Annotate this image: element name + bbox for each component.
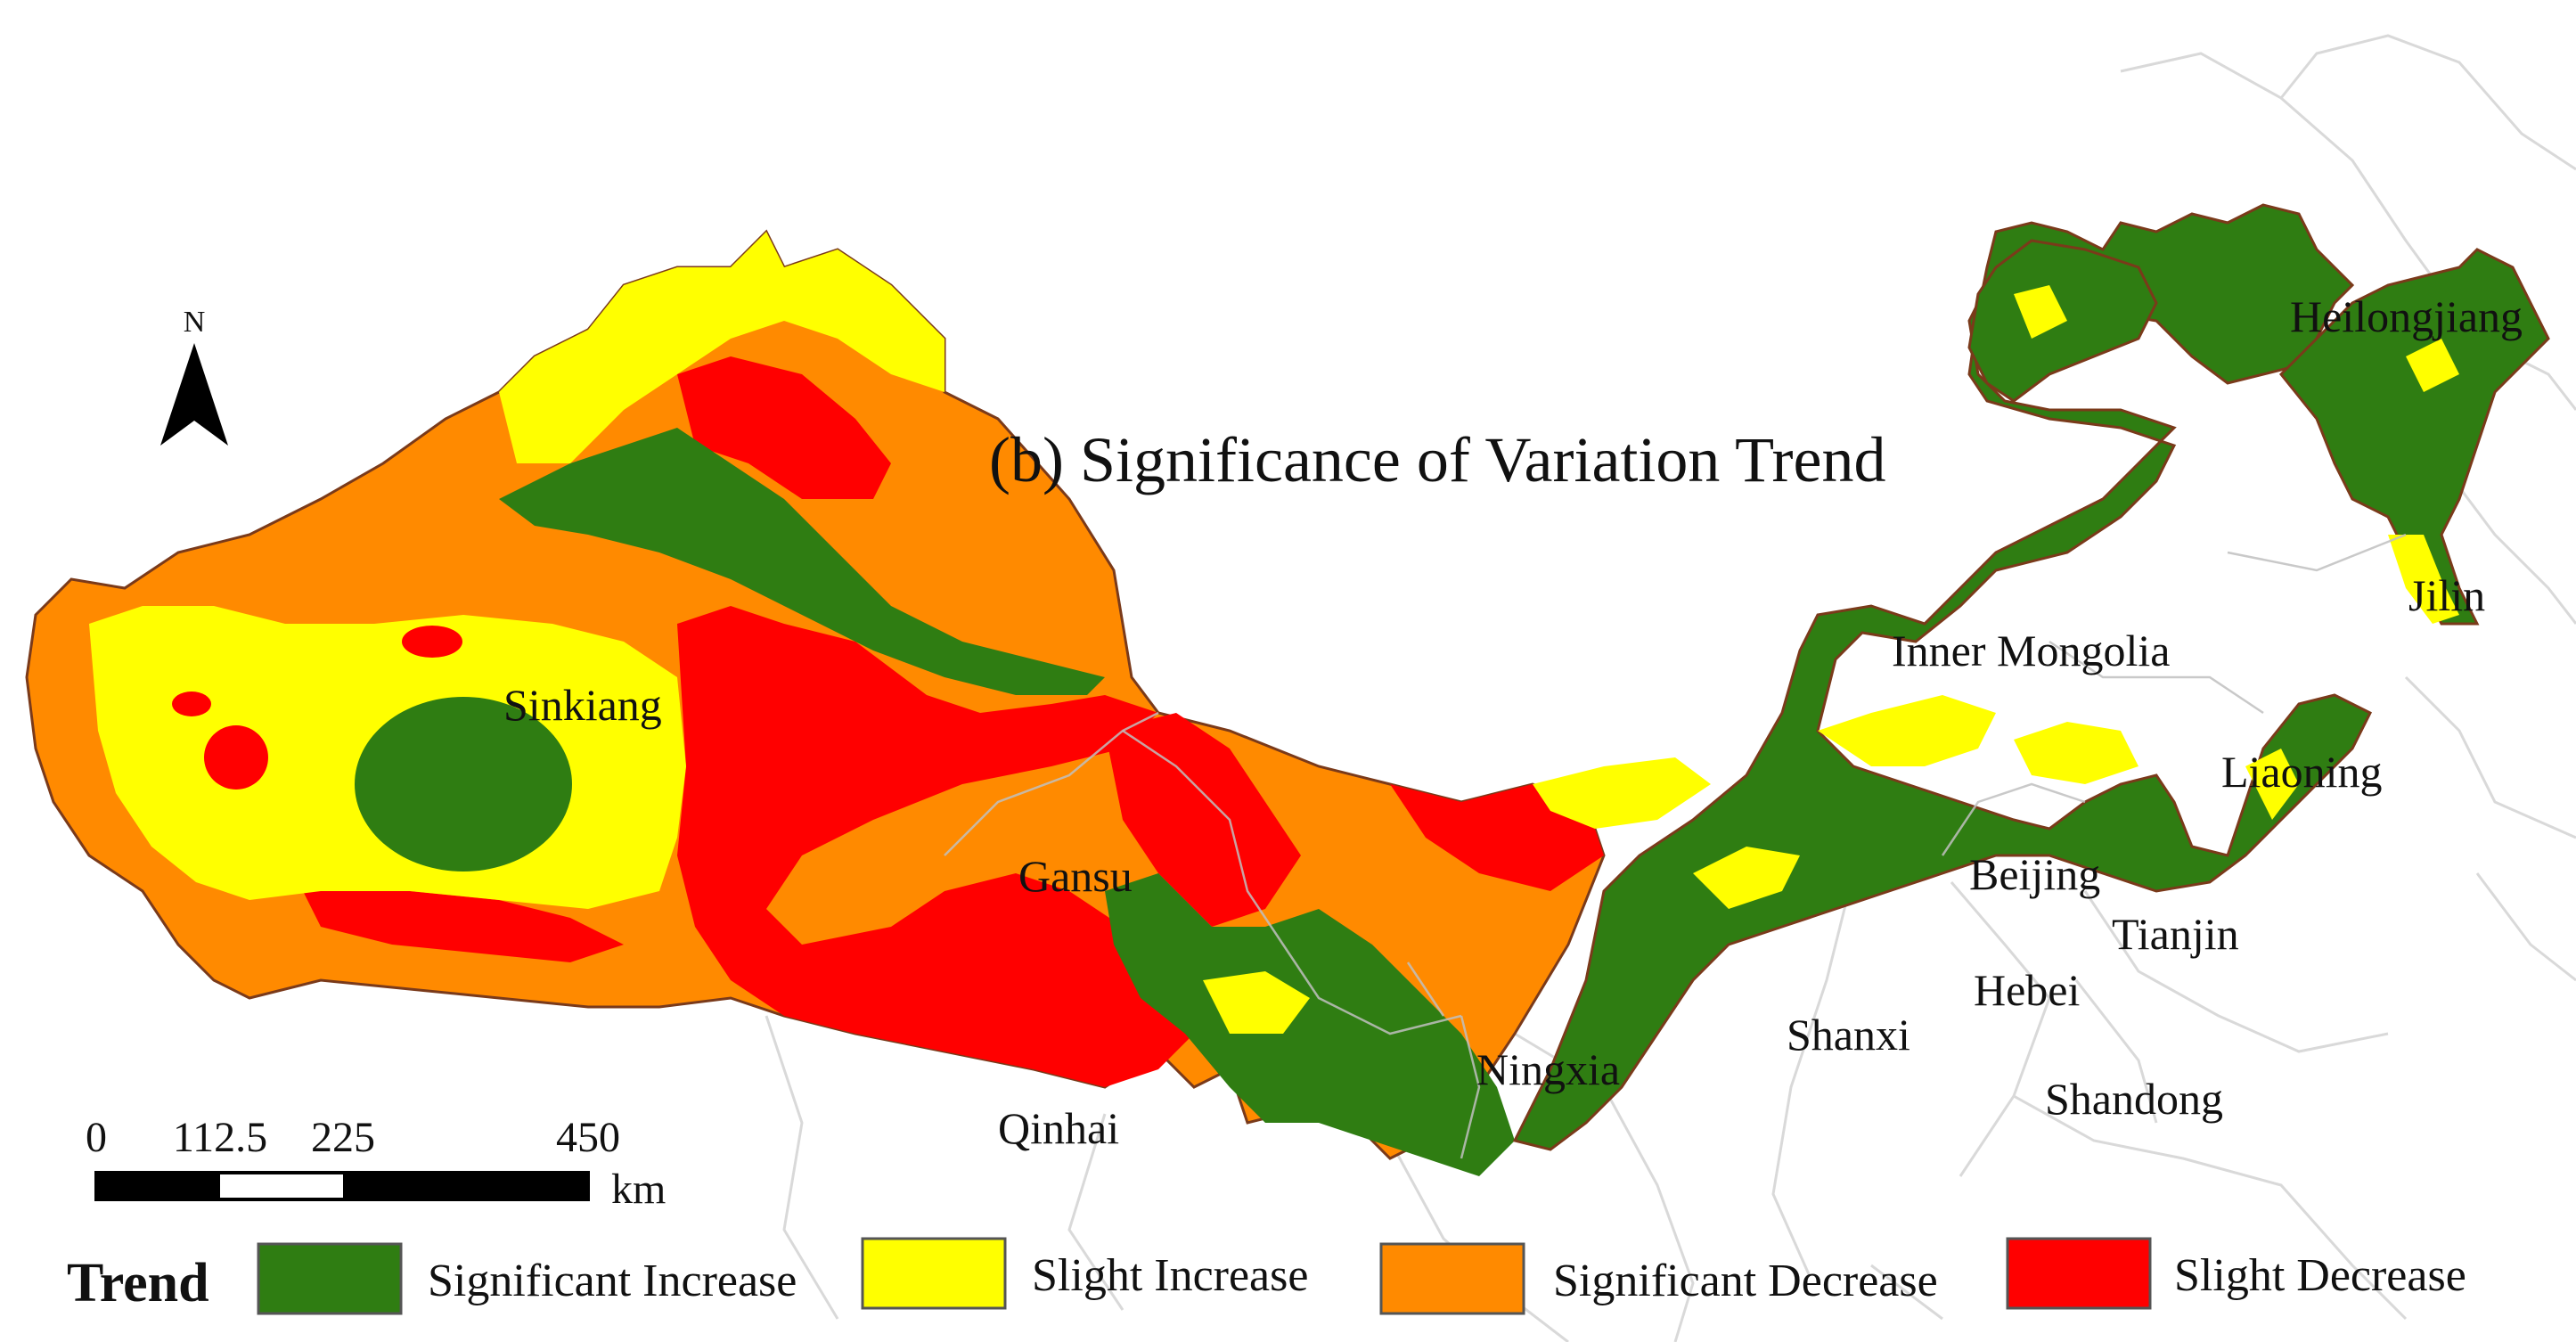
- province-label-tianjin: Tianjin: [2112, 909, 2239, 959]
- province-label-beijing: Beijing: [1969, 849, 2100, 899]
- province-label-qinhai: Qinhai: [998, 1103, 1119, 1153]
- north-arrow: N: [160, 306, 228, 446]
- region-slight-increase-liaoning: [2245, 749, 2299, 820]
- province-label-hebei: Hebei: [1974, 965, 2080, 1015]
- legend: Trend Significant Increase Slight Increa…: [67, 1237, 2466, 1315]
- region-significant-increase-north: [499, 428, 1105, 695]
- province-label-jilin: Jilin: [2408, 570, 2485, 620]
- legend-swatch-significant-increase: [257, 1242, 403, 1315]
- province-lines: [944, 533, 2407, 1159]
- legend-swatch-slight-decrease: [2006, 1237, 2152, 1310]
- legend-label-slight-increase: Slight Increase: [1032, 1250, 1308, 1301]
- scale-bar-segment-3: [343, 1173, 588, 1199]
- region-slight-decrease-south: [303, 891, 624, 962]
- region-slight-increase-east-3: [1693, 847, 1800, 909]
- region-slight-decrease-gansu: [1105, 713, 1301, 927]
- region-significant-increase-basin-center: [355, 697, 572, 871]
- region-significant-increase-gansu: [1105, 873, 1515, 1176]
- region-slight-increase-jilin: [2388, 535, 2459, 624]
- region-significant-increase-northeast: [2278, 248, 2550, 626]
- scale-unit: km: [611, 1166, 666, 1213]
- legend-label-significant-decrease: Significant Decrease: [1553, 1256, 1938, 1306]
- legend-swatch-slight-increase: [861, 1237, 1007, 1310]
- province-label-shandong: Shandong: [2045, 1074, 2223, 1124]
- background-boundaries: [765, 34, 2576, 1342]
- scale-tick-450: 450: [556, 1114, 620, 1161]
- province-label-liaoning: Liaoning: [2221, 747, 2383, 797]
- legend-label-slight-decrease: Slight Decrease: [2174, 1250, 2466, 1301]
- legend-swatch-significant-decrease: [1379, 1242, 1525, 1315]
- region-slight-increase-east-4: [2014, 285, 2067, 339]
- map-title: (b) Significance of Variation Trend: [989, 424, 1886, 495]
- region-slight-decrease-spot-1: [204, 725, 268, 790]
- province-label-inner-mongolia: Inner Mongolia: [1892, 626, 2170, 675]
- region-slight-increase-east-5: [2406, 339, 2459, 392]
- scale-bar-segment-1: [96, 1173, 220, 1199]
- region-significant-increase-east-belt: [1512, 203, 2373, 1151]
- region-slight-increase-east-1: [1818, 695, 1996, 766]
- province-label-shanxi: Shanxi: [1787, 1010, 1910, 1060]
- region-slight-decrease-north: [677, 356, 891, 499]
- province-label-heilongjiang: Heilongjiang: [2290, 291, 2523, 341]
- province-label-ningxia: Ningxia: [1476, 1044, 1620, 1094]
- legend-title: Trend: [67, 1253, 209, 1313]
- region-slight-increase-east-2: [2014, 722, 2138, 784]
- study-area: [25, 203, 2550, 1176]
- region-slight-decrease-spot-2: [402, 626, 462, 658]
- north-arrow-label: N: [184, 306, 206, 339]
- region-slight-increase-east-strip: [1533, 757, 1711, 829]
- region-slight-increase-gansu-patches: [1203, 971, 1310, 1034]
- legend-label-significant-increase: Significant Increase: [428, 1256, 797, 1306]
- province-labels: Sinkiang Gansu Qinhai Ningxia Inner Mong…: [503, 291, 2523, 1153]
- region-slight-decrease-central: [677, 606, 1194, 1087]
- scale-tick-112-5: 112.5: [173, 1114, 267, 1161]
- scale-tick-225: 225: [311, 1114, 375, 1161]
- scale-bar: 0 112.5 225 450 km: [86, 1114, 666, 1213]
- north-arrow-icon: [160, 343, 228, 446]
- scale-tick-0: 0: [86, 1114, 107, 1161]
- region-slight-decrease-spot-3: [172, 691, 211, 716]
- region-slight-increase-north: [499, 232, 945, 463]
- province-label-sinkiang: Sinkiang: [503, 680, 662, 730]
- province-label-gansu: Gansu: [1018, 851, 1133, 901]
